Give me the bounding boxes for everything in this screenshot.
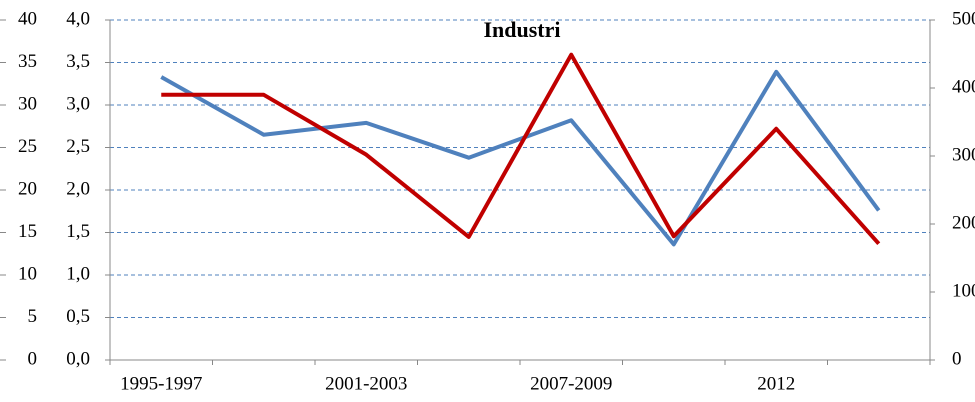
y3-tick-label: 30 [18, 93, 37, 114]
y2-tick-label: 200 [952, 212, 975, 233]
y-tick-label: 2,5 [66, 136, 90, 157]
x-tick-label: 1995-1997 [120, 373, 202, 394]
y3-tick-label: 20 [18, 178, 37, 199]
y2-tick-label: 400 [952, 76, 975, 97]
chart-title: Industri [483, 17, 560, 42]
y3-tick-label: 35 [18, 51, 37, 72]
y-tick-label: 4,0 [66, 8, 90, 29]
y-tick-label: 3,0 [66, 93, 90, 114]
y3-tick-label: 10 [18, 263, 37, 284]
y2-tick-label: 500 [952, 8, 975, 29]
y-tick-label: 3,5 [66, 51, 90, 72]
y3-tick-label: 0 [28, 348, 38, 369]
x-tick-label: 2001-2003 [325, 373, 407, 394]
y3-tick-label: 40 [18, 8, 37, 29]
y-tick-label: 1,0 [66, 263, 90, 284]
y3-tick-label: 15 [18, 221, 37, 242]
series-line [160, 69, 881, 247]
y2-tick-label: 300 [952, 144, 975, 165]
y3-tick-label: 25 [18, 136, 37, 157]
x-tick-label: 2007-2009 [530, 373, 612, 394]
y2-tick-label: 0 [952, 348, 962, 369]
y-tick-label: 2,0 [66, 178, 90, 199]
y3-tick-label: 5 [28, 306, 38, 327]
y-tick-label: 0,0 [66, 348, 90, 369]
y-tick-label: 0,5 [66, 306, 90, 327]
y-tick-label: 1,5 [66, 221, 90, 242]
y2-tick-label: 100 [952, 280, 975, 301]
series-line [161, 52, 881, 246]
x-tick-label: 2012 [757, 373, 795, 394]
